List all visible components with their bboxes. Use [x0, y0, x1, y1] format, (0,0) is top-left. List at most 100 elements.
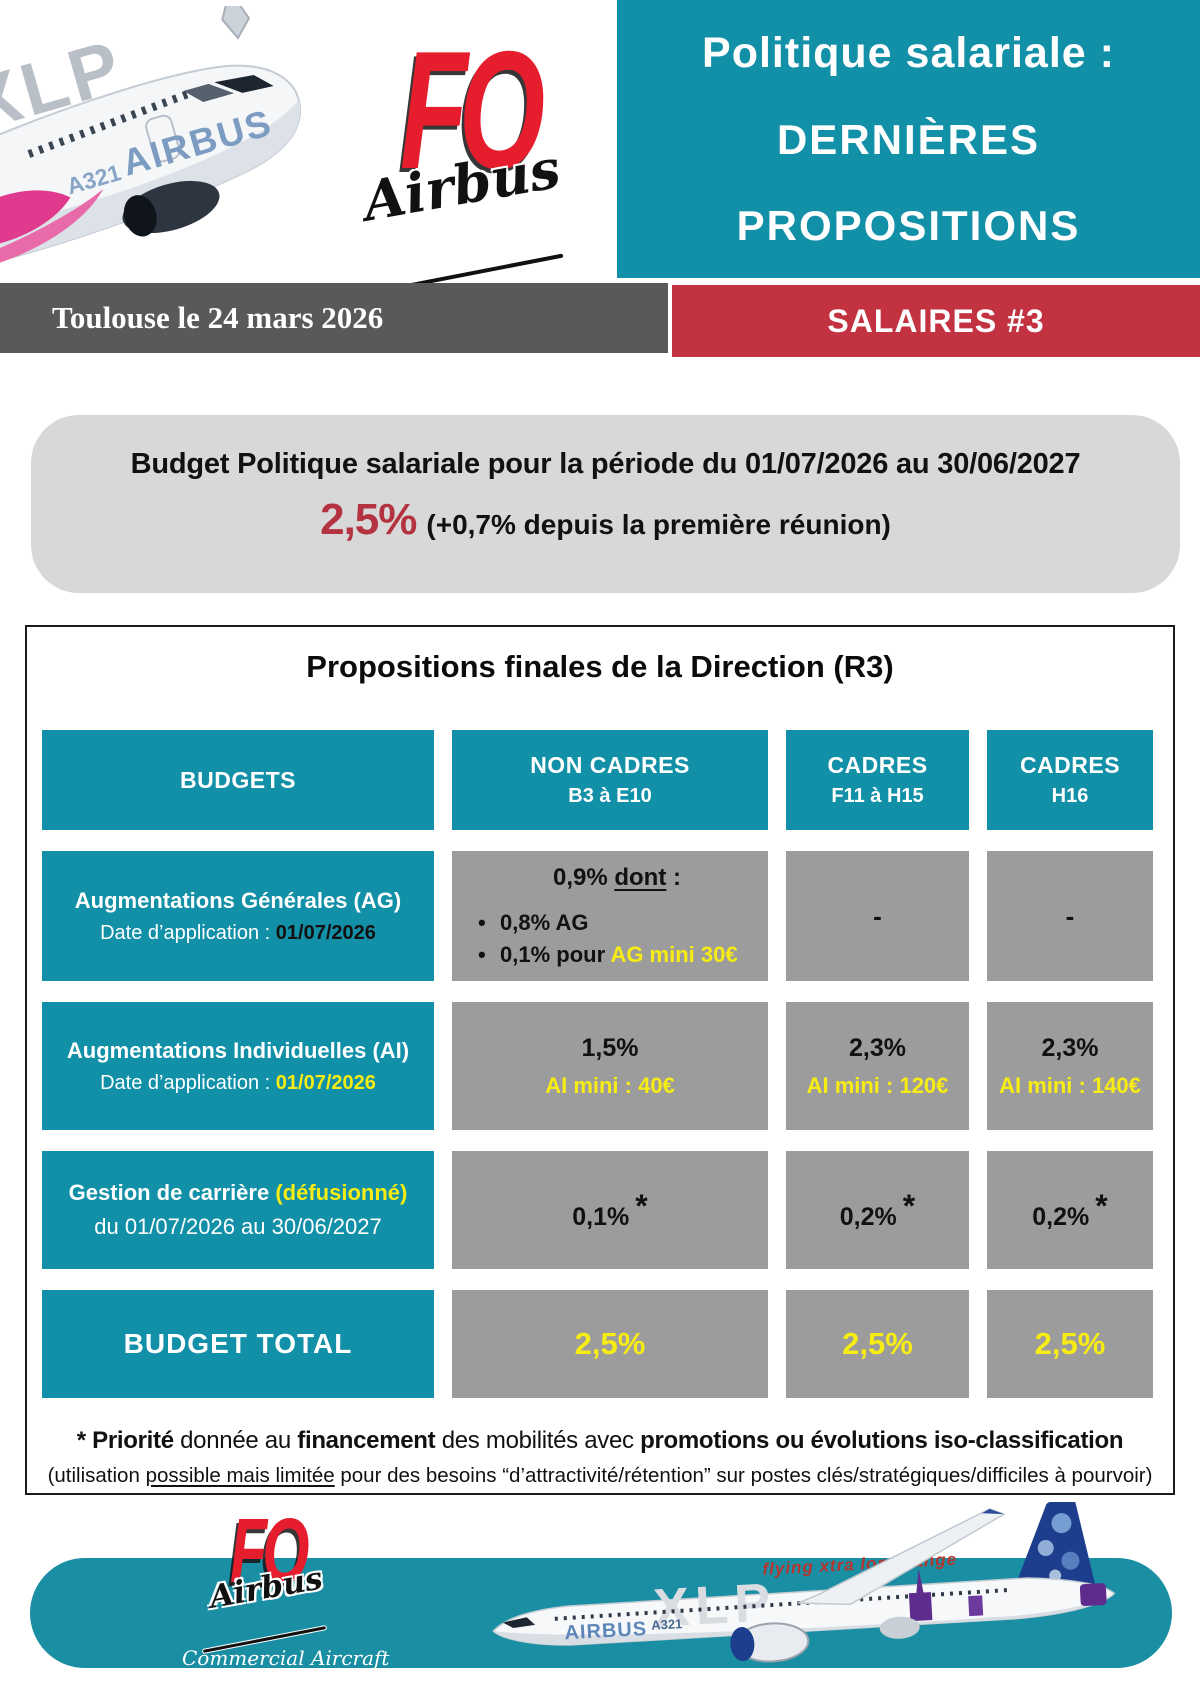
- bullet-glyph: •: [478, 942, 486, 967]
- dash-value: -: [873, 900, 882, 931]
- row-label-date: Date d’application : 01/07/2026: [100, 922, 376, 945]
- footer-fo-airbus-logo: FO Airbus Commercial Aircraft: [182, 1500, 392, 1670]
- fo-airbus-logo: FO Airbus Commercial Aircraft: [322, 16, 644, 326]
- bullet-glyph: •: [478, 910, 486, 935]
- gestion-value: 0,1%: [572, 1203, 630, 1231]
- gestion-percentage: 0,2% *: [840, 1188, 915, 1232]
- column-header-cadres-h16: CADRES H16: [987, 730, 1153, 830]
- wingtip: [981, 1508, 1004, 1515]
- column-header-label: CADRES: [1019, 752, 1121, 778]
- column-header-label: CADRES: [827, 752, 928, 778]
- row-label-title: Gestion de carrière (défusionné): [69, 1180, 408, 1206]
- cockpit-window: [214, 75, 274, 93]
- date-value: 01/07/2026: [275, 921, 376, 944]
- issue-badge: SALAIRES #3: [672, 285, 1200, 357]
- cell-ag-non-cadres: 0,9% dont : • 0,8% AG • 0,1% pour AG mini …: [452, 851, 768, 981]
- footnote-line-1: * Priorité donnée au financement des mob…: [27, 1427, 1173, 1455]
- gestion-percentage: 0,1% *: [572, 1188, 647, 1232]
- title-line-2: DERNIÈRES: [776, 115, 1041, 163]
- winglet-shape: [221, 6, 251, 40]
- date-prefix: Date d’application :: [100, 921, 276, 944]
- door-outline: [145, 114, 181, 163]
- gestion-period: du 01/07/2026 au 30/06/2027: [94, 1214, 382, 1239]
- title-line-3: PROPOSITIONS: [736, 201, 1081, 249]
- ai-minimum: AI mini : 40€: [545, 1072, 675, 1098]
- plane-a321-marking: A321: [651, 1616, 683, 1633]
- column-header-sublabel: B3 à E10: [568, 785, 652, 807]
- cell-ag-cadres-h16: -: [987, 851, 1153, 981]
- column-header-sublabel: H16: [1051, 785, 1089, 807]
- ai-percentage: 2,3%: [849, 1033, 906, 1062]
- asterisk-marker: *: [1095, 1188, 1108, 1224]
- budget-value-line: 2,5% (+0,7% depuis la première réunion): [31, 495, 1180, 545]
- row-label-augmentations-individuelles: Augmentations Individuelles (AI) Date d’…: [42, 1002, 434, 1130]
- column-header-cadres-f11: CADRES F11 à H15: [786, 730, 969, 830]
- landmark-silhouette: [916, 1568, 925, 1596]
- landmark-silhouette: [1079, 1583, 1107, 1607]
- cell-ag-cadres-f11: -: [786, 851, 969, 981]
- fo-logo-acronym: FO: [230, 1500, 309, 1602]
- total-value: 2,5%: [574, 1326, 646, 1361]
- ag-bullet-2: • 0,1% pour AG mini 30€: [478, 942, 756, 968]
- ai-minimum: AI mini : 120€: [806, 1072, 949, 1098]
- plane-airbus-marking: AIRBUS: [564, 1618, 648, 1644]
- column-header-budgets: BUDGETS: [42, 730, 434, 830]
- footnote-text: des mobilités avec: [435, 1427, 641, 1454]
- cell-gestion-cadres-h16: 0,2% *: [987, 1151, 1153, 1269]
- gestion-value: 0,2%: [1032, 1203, 1090, 1231]
- row-label-title: Augmentations Générales (AG): [74, 887, 402, 913]
- title-box: Politique salariale : DERNIÈRES PROPOSIT…: [617, 0, 1200, 278]
- row-label-gestion-carriere: Gestion de carrière (défusionné) du 01/0…: [42, 1151, 434, 1269]
- engine-far: [879, 1616, 920, 1639]
- landmark-silhouette: [968, 1595, 984, 1617]
- ai-percentage: 2,3%: [1041, 1033, 1099, 1062]
- tail-decor: [1061, 1551, 1080, 1570]
- ag-headline-colon: :: [666, 864, 682, 891]
- engine-inlet: [123, 195, 157, 237]
- row-label-budget-total: BUDGET TOTAL: [42, 1290, 434, 1398]
- footnote-line-2: (utilisation possible mais limitée pour …: [27, 1464, 1173, 1488]
- title-line-1: Politique salariale :: [702, 28, 1115, 77]
- fuselage-shading: [493, 1593, 1115, 1646]
- cell-total-cadres-f11: 2,5%: [786, 1290, 969, 1398]
- column-header-label: BUDGETS: [180, 766, 296, 793]
- pink-swoosh: [0, 190, 71, 250]
- cell-gestion-cadres-f11: 0,2% *: [786, 1151, 969, 1269]
- cell-ai-non-cadres: 1,5% AI mini : 40€: [452, 1002, 768, 1130]
- ag-headline-dont: dont: [614, 864, 667, 891]
- cell-total-non-cadres: 2,5%: [452, 1290, 768, 1398]
- footer-airplane-image: XLP AIRBUS A321 flying xtra long range: [468, 1502, 1174, 1688]
- footnote-promotions: promotions ou évolutions iso-classificat…: [640, 1427, 1124, 1454]
- cell-gestion-non-cadres: 0,1% *: [452, 1151, 768, 1269]
- budget-period-text: Budget Politique salariale pour la pério…: [130, 448, 1081, 480]
- fo-logo-acronym: FO: [400, 16, 545, 204]
- row-label-title: Augmentations Individuelles (AI): [66, 1037, 410, 1063]
- date-value: 01/07/2026: [275, 1071, 376, 1094]
- footnote-text: pour des besoins “d’attractivité/rétenti…: [334, 1464, 1153, 1487]
- landmark-silhouette: [908, 1592, 933, 1622]
- table-grid: BUDGETS NON CADRES B3 à E10 CADRES F11 à…: [42, 730, 1153, 1398]
- column-header-non-cadres: NON CADRES B3 à E10: [452, 730, 768, 830]
- ag-headline-pct: 0,9%: [552, 864, 615, 891]
- asterisk-marker: *: [902, 1188, 916, 1224]
- total-value: 2,5%: [842, 1326, 913, 1361]
- ag-bullet-list: • 0,8% AG • 0,1% pour AG mini 30€: [478, 904, 756, 968]
- ag-bullet-1: • 0,8% AG: [478, 910, 756, 936]
- cell-ai-cadres-f11: 2,3% AI mini : 120€: [786, 1002, 969, 1130]
- fo-logo-subtitle: Commercial Aircraft: [182, 1646, 390, 1670]
- table-footnote: * Priorité donnée au financement des mob…: [27, 1427, 1173, 1488]
- budget-percentage: 2,5%: [320, 495, 417, 544]
- airplane-side-illustration: XLP AIRBUS A321 flying xtra long range: [492, 1502, 1116, 1663]
- fuselage-shading: [0, 101, 301, 269]
- footnote-priority: * Priorité: [76, 1427, 174, 1454]
- budget-summary-box: Budget Politique salariale pour la pério…: [31, 415, 1180, 593]
- engine-inlet: [730, 1627, 755, 1662]
- cockpit-window: [502, 1617, 536, 1628]
- row-label-date: Date d’application : 01/07/2026: [100, 1072, 376, 1095]
- gestion-percentage: 0,2% *: [1032, 1188, 1107, 1232]
- total-label: BUDGET TOTAL: [123, 1328, 353, 1359]
- cell-total-cadres-h16: 2,5%: [987, 1290, 1153, 1398]
- date-prefix: Date d’application :: [100, 1071, 276, 1094]
- budget-delta-text: (+0,7% depuis la première réunion): [426, 509, 891, 540]
